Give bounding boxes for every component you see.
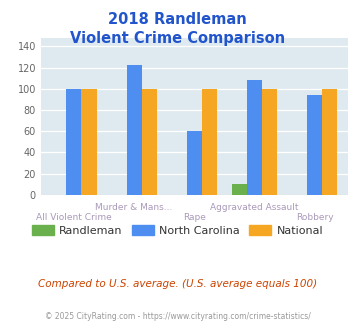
Bar (187, 131, 202, 195)
Legend: Randleman, North Carolina, National: Randleman, North Carolina, National (27, 221, 328, 240)
Text: 2018 Randleman: 2018 Randleman (108, 12, 247, 26)
Bar (202, 89, 217, 195)
Bar (127, 65, 142, 195)
Bar (232, 184, 247, 195)
Text: Compared to U.S. average. (U.S. average equals 100): Compared to U.S. average. (U.S. average … (38, 279, 317, 289)
Bar (307, 95, 322, 195)
Bar (247, 80, 262, 195)
Bar (81, 89, 97, 195)
Text: Aggravated Assault: Aggravated Assault (210, 203, 299, 212)
Text: Rape: Rape (183, 213, 206, 222)
Bar (142, 89, 157, 195)
Text: Robbery: Robbery (296, 213, 334, 222)
Bar (262, 89, 277, 195)
Text: All Violent Crime: All Violent Crime (36, 213, 112, 222)
Text: Murder & Mans...: Murder & Mans... (95, 203, 173, 212)
Bar (66, 89, 81, 195)
Bar (322, 89, 337, 195)
Text: © 2025 CityRating.com - https://www.cityrating.com/crime-statistics/: © 2025 CityRating.com - https://www.city… (45, 312, 310, 321)
Text: Violent Crime Comparison: Violent Crime Comparison (70, 31, 285, 46)
